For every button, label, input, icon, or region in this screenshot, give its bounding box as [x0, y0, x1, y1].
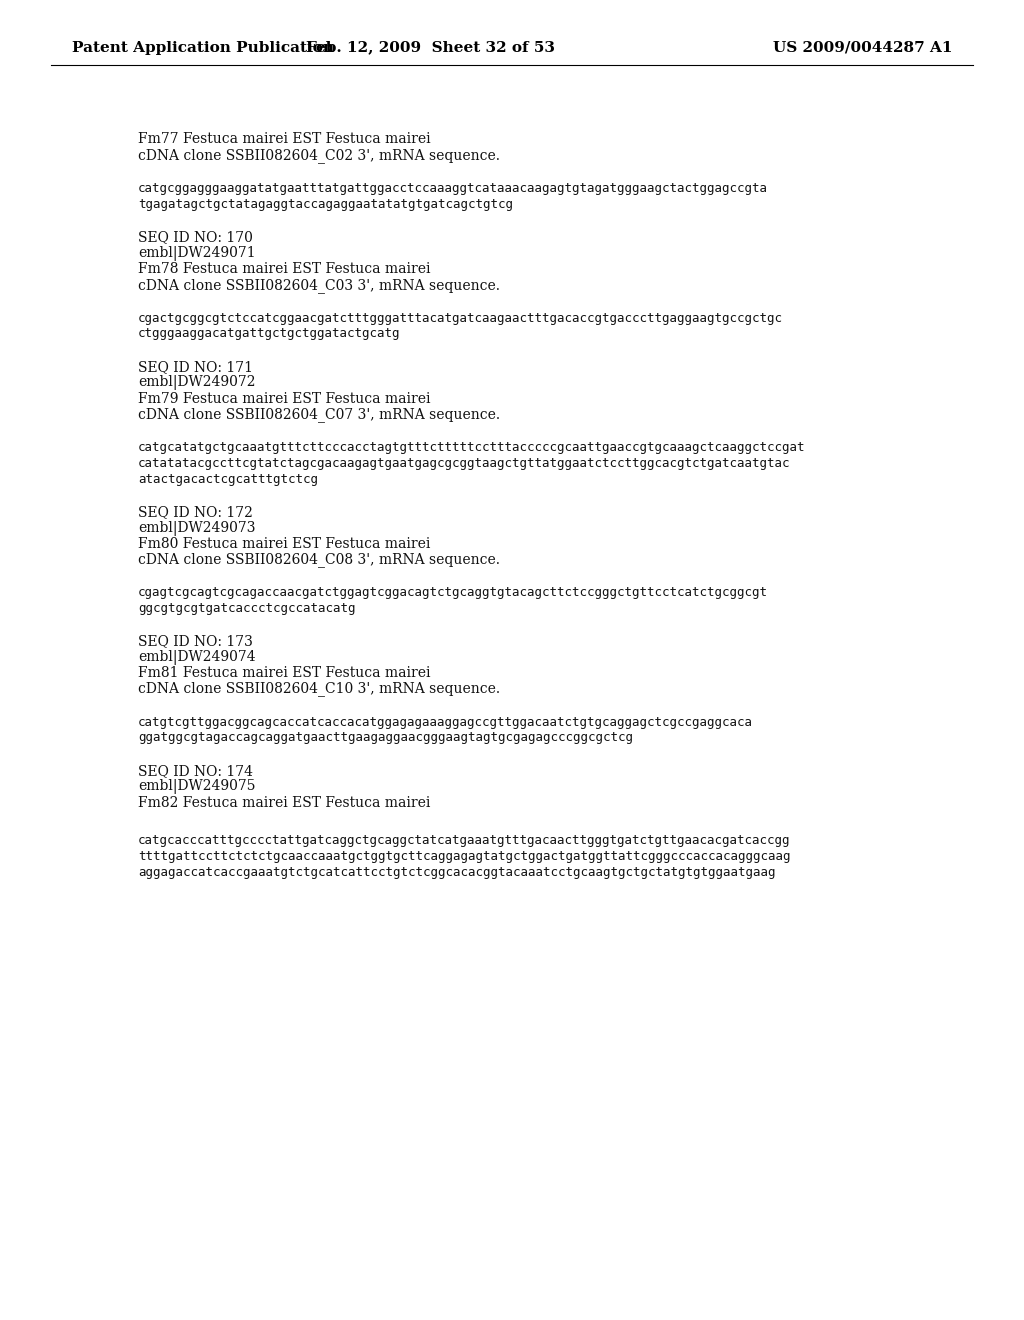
Text: cgagtcgcagtcgcagaccaacgatctggagtcggacagtctgcaggtgtacagcttctccgggctgttcctcatctgcg: cgagtcgcagtcgcagaccaacgatctggagtcggacagt… — [138, 586, 768, 599]
Text: cDNA clone SSBII082604_C08 3', mRNA sequence.: cDNA clone SSBII082604_C08 3', mRNA sequ… — [138, 552, 501, 568]
Text: catgtcgttggacggcagcaccatcaccacatggagagaaaggagccgttggacaatctgtgcaggagctcgccgaggca: catgtcgttggacggcagcaccatcaccacatggagagaa… — [138, 715, 754, 729]
Text: Fm82 Festuca mairei EST Festuca mairei: Fm82 Festuca mairei EST Festuca mairei — [138, 796, 431, 809]
Text: SEQ ID NO: 171: SEQ ID NO: 171 — [138, 360, 253, 374]
Text: cDNA clone SSBII082604_C02 3', mRNA sequence.: cDNA clone SSBII082604_C02 3', mRNA sequ… — [138, 148, 501, 164]
Text: Fm77 Festuca mairei EST Festuca mairei: Fm77 Festuca mairei EST Festuca mairei — [138, 132, 431, 145]
Text: cDNA clone SSBII082604_C07 3', mRNA sequence.: cDNA clone SSBII082604_C07 3', mRNA sequ… — [138, 407, 501, 422]
Text: tgagatagctgctatagaggtaccagaggaatatatgtgatcagctgtcg: tgagatagctgctatagaggtaccagaggaatatatgtga… — [138, 198, 513, 211]
Text: ggatggcgtagaccagcaggatgaacttgaagaggaacgggaagtagtgcgagagcccggcgctcg: ggatggcgtagaccagcaggatgaacttgaagaggaacgg… — [138, 731, 633, 744]
Text: embl|DW249074: embl|DW249074 — [138, 649, 256, 665]
Text: Fm81 Festuca mairei EST Festuca mairei: Fm81 Festuca mairei EST Festuca mairei — [138, 667, 431, 680]
Text: cDNA clone SSBII082604_C03 3', mRNA sequence.: cDNA clone SSBII082604_C03 3', mRNA sequ… — [138, 277, 501, 293]
Text: embl|DW249071: embl|DW249071 — [138, 246, 256, 261]
Text: SEQ ID NO: 172: SEQ ID NO: 172 — [138, 506, 253, 519]
Text: embl|DW249075: embl|DW249075 — [138, 779, 256, 795]
Text: US 2009/0044287 A1: US 2009/0044287 A1 — [773, 41, 952, 54]
Text: Fm78 Festuca mairei EST Festuca mairei: Fm78 Festuca mairei EST Festuca mairei — [138, 263, 431, 276]
Text: embl|DW249073: embl|DW249073 — [138, 520, 256, 536]
Text: cDNA clone SSBII082604_C10 3', mRNA sequence.: cDNA clone SSBII082604_C10 3', mRNA sequ… — [138, 681, 501, 697]
Text: SEQ ID NO: 174: SEQ ID NO: 174 — [138, 764, 253, 777]
Text: catgcacccatttgcccctattgatcaggctgcaggctatcatgaaatgtttgacaacttgggtgatctgttgaacacga: catgcacccatttgcccctattgatcaggctgcaggctat… — [138, 834, 791, 847]
Text: cgactgcggcgtctccatcggaacgatctttgggatttacatgatcaagaactttgacaccgtgacccttgaggaagtgc: cgactgcggcgtctccatcggaacgatctttgggatttac… — [138, 312, 783, 325]
Text: Fm80 Festuca mairei EST Festuca mairei: Fm80 Festuca mairei EST Festuca mairei — [138, 537, 431, 550]
Text: catgcatatgctgcaaatgtttcttcccacctagtgtttctttttcctttacccccgcaattgaaccgtgcaaagctcaa: catgcatatgctgcaaatgtttcttcccacctagtgtttc… — [138, 441, 806, 454]
Text: ctgggaaggacatgattgctgctggatactgcatg: ctgggaaggacatgattgctgctggatactgcatg — [138, 327, 400, 341]
Text: aggagaccatcaccgaaatgtctgcatcattcctgtctcggcacacggtacaaatcctgcaagtgctgctatgtgtggaa: aggagaccatcaccgaaatgtctgcatcattcctgtctcg… — [138, 866, 776, 879]
Text: catgcggagggaaggatatgaatttatgattggacctccaaaggtcataaacaagagtgtagatgggaagctactggagc: catgcggagggaaggatatgaatttatgattggacctcca… — [138, 182, 768, 195]
Text: atactgacactcgcatttgtctcg: atactgacactcgcatttgtctcg — [138, 473, 318, 486]
Text: Fm79 Festuca mairei EST Festuca mairei: Fm79 Festuca mairei EST Festuca mairei — [138, 392, 431, 405]
Text: ggcgtgcgtgatcaccctcgccatacatg: ggcgtgcgtgatcaccctcgccatacatg — [138, 602, 355, 615]
Text: embl|DW249072: embl|DW249072 — [138, 375, 256, 391]
Text: catatatacgccttcgtatctagcgacaagagtgaatgagcgcggtaagctgttatggaatctccttggcacgtctgatc: catatatacgccttcgtatctagcgacaagagtgaatgag… — [138, 457, 791, 470]
Text: SEQ ID NO: 173: SEQ ID NO: 173 — [138, 635, 253, 648]
Text: Patent Application Publication: Patent Application Publication — [72, 41, 334, 54]
Text: ttttgattccttctctctgcaaccaaatgctggtgcttcaggagagtatgctggactgatggttattcgggcccaccaca: ttttgattccttctctctgcaaccaaatgctggtgcttca… — [138, 850, 791, 863]
Text: Feb. 12, 2009  Sheet 32 of 53: Feb. 12, 2009 Sheet 32 of 53 — [305, 41, 555, 54]
Text: SEQ ID NO: 170: SEQ ID NO: 170 — [138, 231, 253, 244]
